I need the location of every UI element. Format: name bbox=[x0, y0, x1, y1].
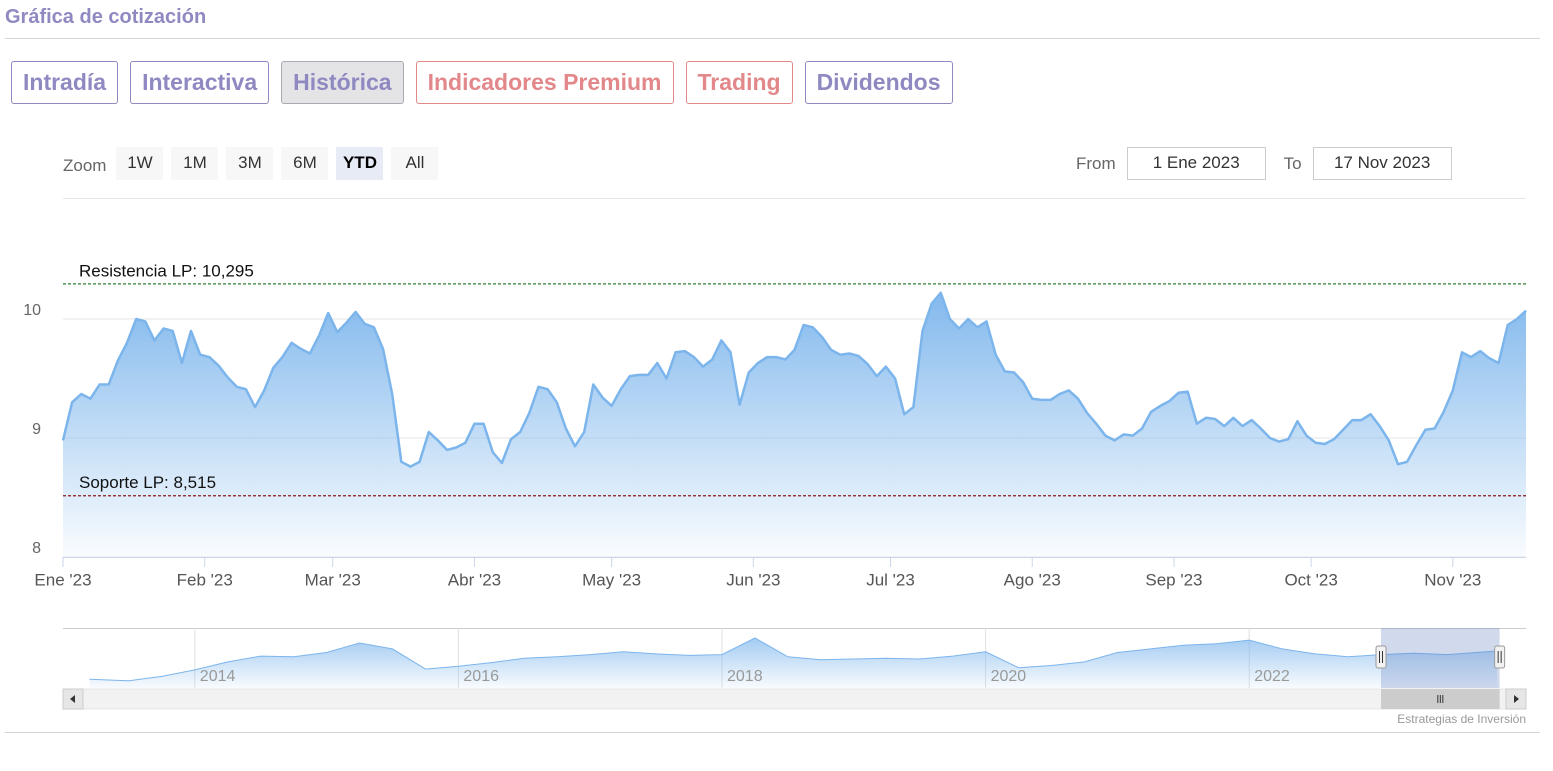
x-tick-label: Jul '23 bbox=[866, 570, 915, 589]
tab[interactable]: Intradía bbox=[11, 61, 119, 104]
navigator-label: 2016 bbox=[463, 668, 499, 685]
level-label: Soporte LP: 8,515 bbox=[79, 473, 216, 492]
zoom-button[interactable]: YTD bbox=[336, 147, 384, 180]
x-tick-label: Sep '23 bbox=[1145, 570, 1202, 589]
page-title: Gráfica de cotización bbox=[5, 6, 207, 28]
zoom-button[interactable]: 3M bbox=[226, 147, 274, 180]
x-tick-label: Feb '23 bbox=[177, 570, 233, 589]
scrollbar-track bbox=[62, 688, 1527, 710]
credit[interactable]: Estrategias de Inversión bbox=[1397, 712, 1526, 726]
x-tick-label: Abr '23 bbox=[448, 570, 501, 589]
x-tick-label: May '23 bbox=[582, 570, 641, 589]
x-tick-label: Ene '23 bbox=[34, 570, 91, 589]
zoom-button[interactable]: 1W bbox=[116, 147, 164, 180]
zoom-label: Zoom bbox=[63, 155, 107, 175]
x-tick-label: Ago '23 bbox=[1004, 570, 1061, 589]
zoom-button[interactable]: All bbox=[391, 147, 439, 180]
y-tick-label: 8 bbox=[32, 540, 41, 557]
x-tick-label: Jun '23 bbox=[726, 570, 780, 589]
y-tick-label: 9 bbox=[32, 421, 41, 438]
y-tick-label: 10 bbox=[23, 302, 41, 319]
from-input[interactable]: 1 Ene 2023 bbox=[1126, 147, 1266, 180]
tab[interactable]: Trading bbox=[685, 61, 793, 104]
navigator-handle[interactable] bbox=[1375, 645, 1387, 669]
navigator-handle[interactable] bbox=[1494, 645, 1506, 669]
tab[interactable]: Histórica bbox=[281, 61, 404, 104]
to-label: To bbox=[1283, 153, 1302, 173]
tab[interactable]: Interactiva bbox=[130, 61, 270, 104]
price-line bbox=[61, 291, 1527, 468]
tab[interactable]: Indicadores Premium bbox=[415, 61, 674, 104]
to-input[interactable]: 17 Nov 2023 bbox=[1312, 147, 1452, 180]
area-fill bbox=[63, 292, 1526, 557]
arrow-left bbox=[70, 695, 75, 703]
tab[interactable]: Dividendos bbox=[804, 61, 953, 104]
zoom-button[interactable]: 1M bbox=[171, 147, 219, 180]
divider bbox=[5, 38, 1540, 39]
arrow-right bbox=[1514, 695, 1519, 703]
navigator-area bbox=[89, 638, 1498, 688]
from-label: From bbox=[1076, 153, 1116, 173]
range-selector: From 1 Ene 2023 To 17 Nov 2023 bbox=[1076, 147, 1452, 180]
navigator-line bbox=[89, 637, 1498, 682]
level-label: Resistencia LP: 10,295 bbox=[79, 261, 254, 280]
navigator-label: 2022 bbox=[1254, 668, 1290, 685]
x-tick-label: Mar '23 bbox=[305, 570, 361, 589]
navigator-label: 2020 bbox=[991, 668, 1027, 685]
zoom-button[interactable]: 6M bbox=[281, 147, 329, 180]
navigator-label: 2014 bbox=[200, 668, 236, 685]
x-tick-label: Nov '23 bbox=[1424, 570, 1481, 589]
tab-bar: Intradía Interactiva Histórica Indicadores … bbox=[11, 61, 953, 104]
navigator-label: 2018 bbox=[727, 668, 763, 685]
zoom-bar: Zoom 1W 1M 3M 6M YTD All bbox=[63, 147, 439, 180]
navigator-selection[interactable] bbox=[1381, 628, 1500, 688]
x-tick-label: Oct '23 bbox=[1284, 570, 1337, 589]
